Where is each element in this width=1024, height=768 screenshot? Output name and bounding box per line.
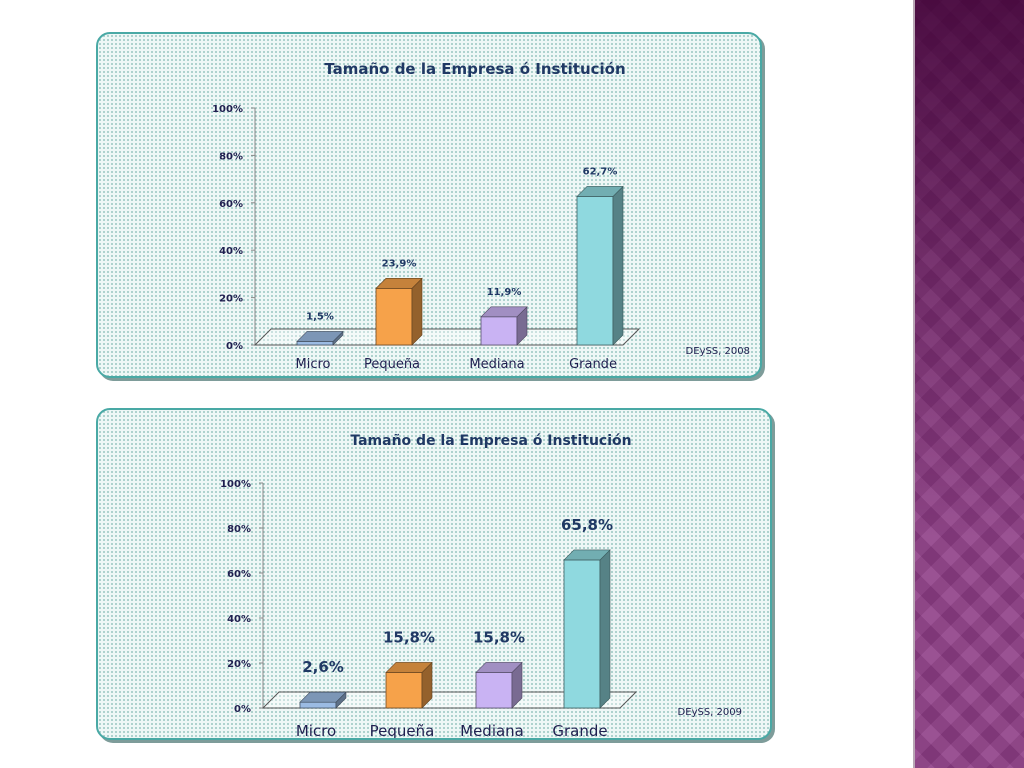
y-tick-label-2008-0: 0%	[226, 341, 243, 352]
chart-title-2008: Tamaño de la Empresa ó Institución	[324, 60, 625, 78]
bar-mediana-2009	[475, 661, 523, 709]
bar-top-micro-2009	[299, 691, 347, 703]
category-label-pequena-2008: Pequeña	[364, 357, 420, 372]
bar-chart-2009: Tamaño de la Empresa ó Institución 0% 20% 4…	[220, 433, 742, 738]
data-label-micro-2009: 2,6%	[302, 658, 344, 676]
bar-front-grande-2008	[576, 196, 614, 346]
bar-side-grande-2008	[612, 185, 624, 346]
bar-micro-2009	[299, 691, 347, 709]
bar-top-grande-2008	[576, 186, 624, 197]
bar-top-grande-2009	[563, 549, 611, 561]
bar-micro-2008	[296, 330, 344, 346]
data-label-micro-2008: 1,5%	[306, 311, 334, 322]
source-note-2008: DEySS, 2008	[686, 346, 750, 357]
source-note-2009: DEySS, 2009	[678, 707, 742, 718]
data-label-mediana-2008: 11,9%	[487, 287, 522, 298]
bar-front-mediana-2008	[480, 316, 518, 346]
bar-top-pequena-2008	[375, 278, 423, 289]
data-label-grande-2009: 65,8%	[561, 516, 613, 534]
chart-panel-2008: Tamaño de la Empresa ó Institución 0% 20% 4…	[96, 32, 762, 378]
y-tick-label-2008-5: 100%	[212, 104, 243, 115]
y-tick-label-2009-0: 0%	[234, 704, 251, 715]
bar-pequena-2008	[375, 277, 423, 346]
y-tick-label-2008-2: 40%	[219, 246, 243, 257]
bar-front-mediana-2009	[475, 672, 513, 709]
chart-panel-2009: Tamaño de la Empresa ó Institución 0% 20% 4…	[96, 408, 772, 740]
bar-pequena-2009	[385, 661, 433, 709]
bar-side-pequena-2008	[411, 277, 423, 346]
bar-top-mediana-2008	[480, 306, 528, 318]
category-label-micro-2009: Micro	[296, 722, 336, 738]
bar-front-micro-2008	[296, 341, 334, 346]
bar-side-grande-2009	[599, 549, 611, 709]
bar-front-pequena-2009	[385, 672, 423, 709]
data-label-mediana-2009: 15,8%	[473, 628, 525, 646]
y-tick-label-2009-5: 100%	[220, 479, 251, 490]
chart-title-2009: Tamaño de la Empresa ó Institución	[350, 433, 631, 449]
bar-chart-2008: Tamaño de la Empresa ó Institución 0% 20% 4…	[212, 60, 750, 372]
y-tick-label-2008-4: 80%	[219, 151, 243, 162]
category-label-mediana-2008: Mediana	[469, 357, 524, 372]
bar-top-micro-2008	[296, 331, 344, 342]
y-tick-label-2009-4: 80%	[227, 524, 251, 535]
y-tick-label-2008-3: 60%	[219, 199, 243, 210]
category-label-pequena-2009: Pequeña	[370, 722, 435, 738]
decorative-side-band	[913, 0, 1024, 768]
bar-front-micro-2009	[299, 701, 337, 709]
bar-front-pequena-2008	[375, 287, 413, 346]
y-tick-label-2009-3: 60%	[227, 569, 251, 580]
bar-grande-2008	[576, 185, 624, 346]
category-label-micro-2008: Micro	[296, 357, 331, 372]
y-tick-label-2008-1: 20%	[219, 294, 243, 305]
category-label-grande-2009: Grande	[552, 722, 607, 738]
y-tick-label-2009-1: 20%	[227, 659, 251, 670]
data-label-pequena-2009: 15,8%	[383, 628, 435, 646]
bar-front-grande-2009	[563, 559, 601, 709]
data-label-grande-2008: 62,7%	[583, 166, 618, 177]
category-label-mediana-2009: Mediana	[460, 722, 524, 738]
bar-top-mediana-2009	[475, 662, 523, 673]
bar-top-pequena-2009	[385, 662, 433, 673]
bar-mediana-2008	[480, 306, 528, 346]
category-label-grande-2008: Grande	[569, 357, 617, 372]
y-tick-label-2009-2: 40%	[227, 614, 251, 625]
bar-grande-2009	[563, 549, 611, 709]
data-label-pequena-2008: 23,9%	[382, 258, 417, 269]
